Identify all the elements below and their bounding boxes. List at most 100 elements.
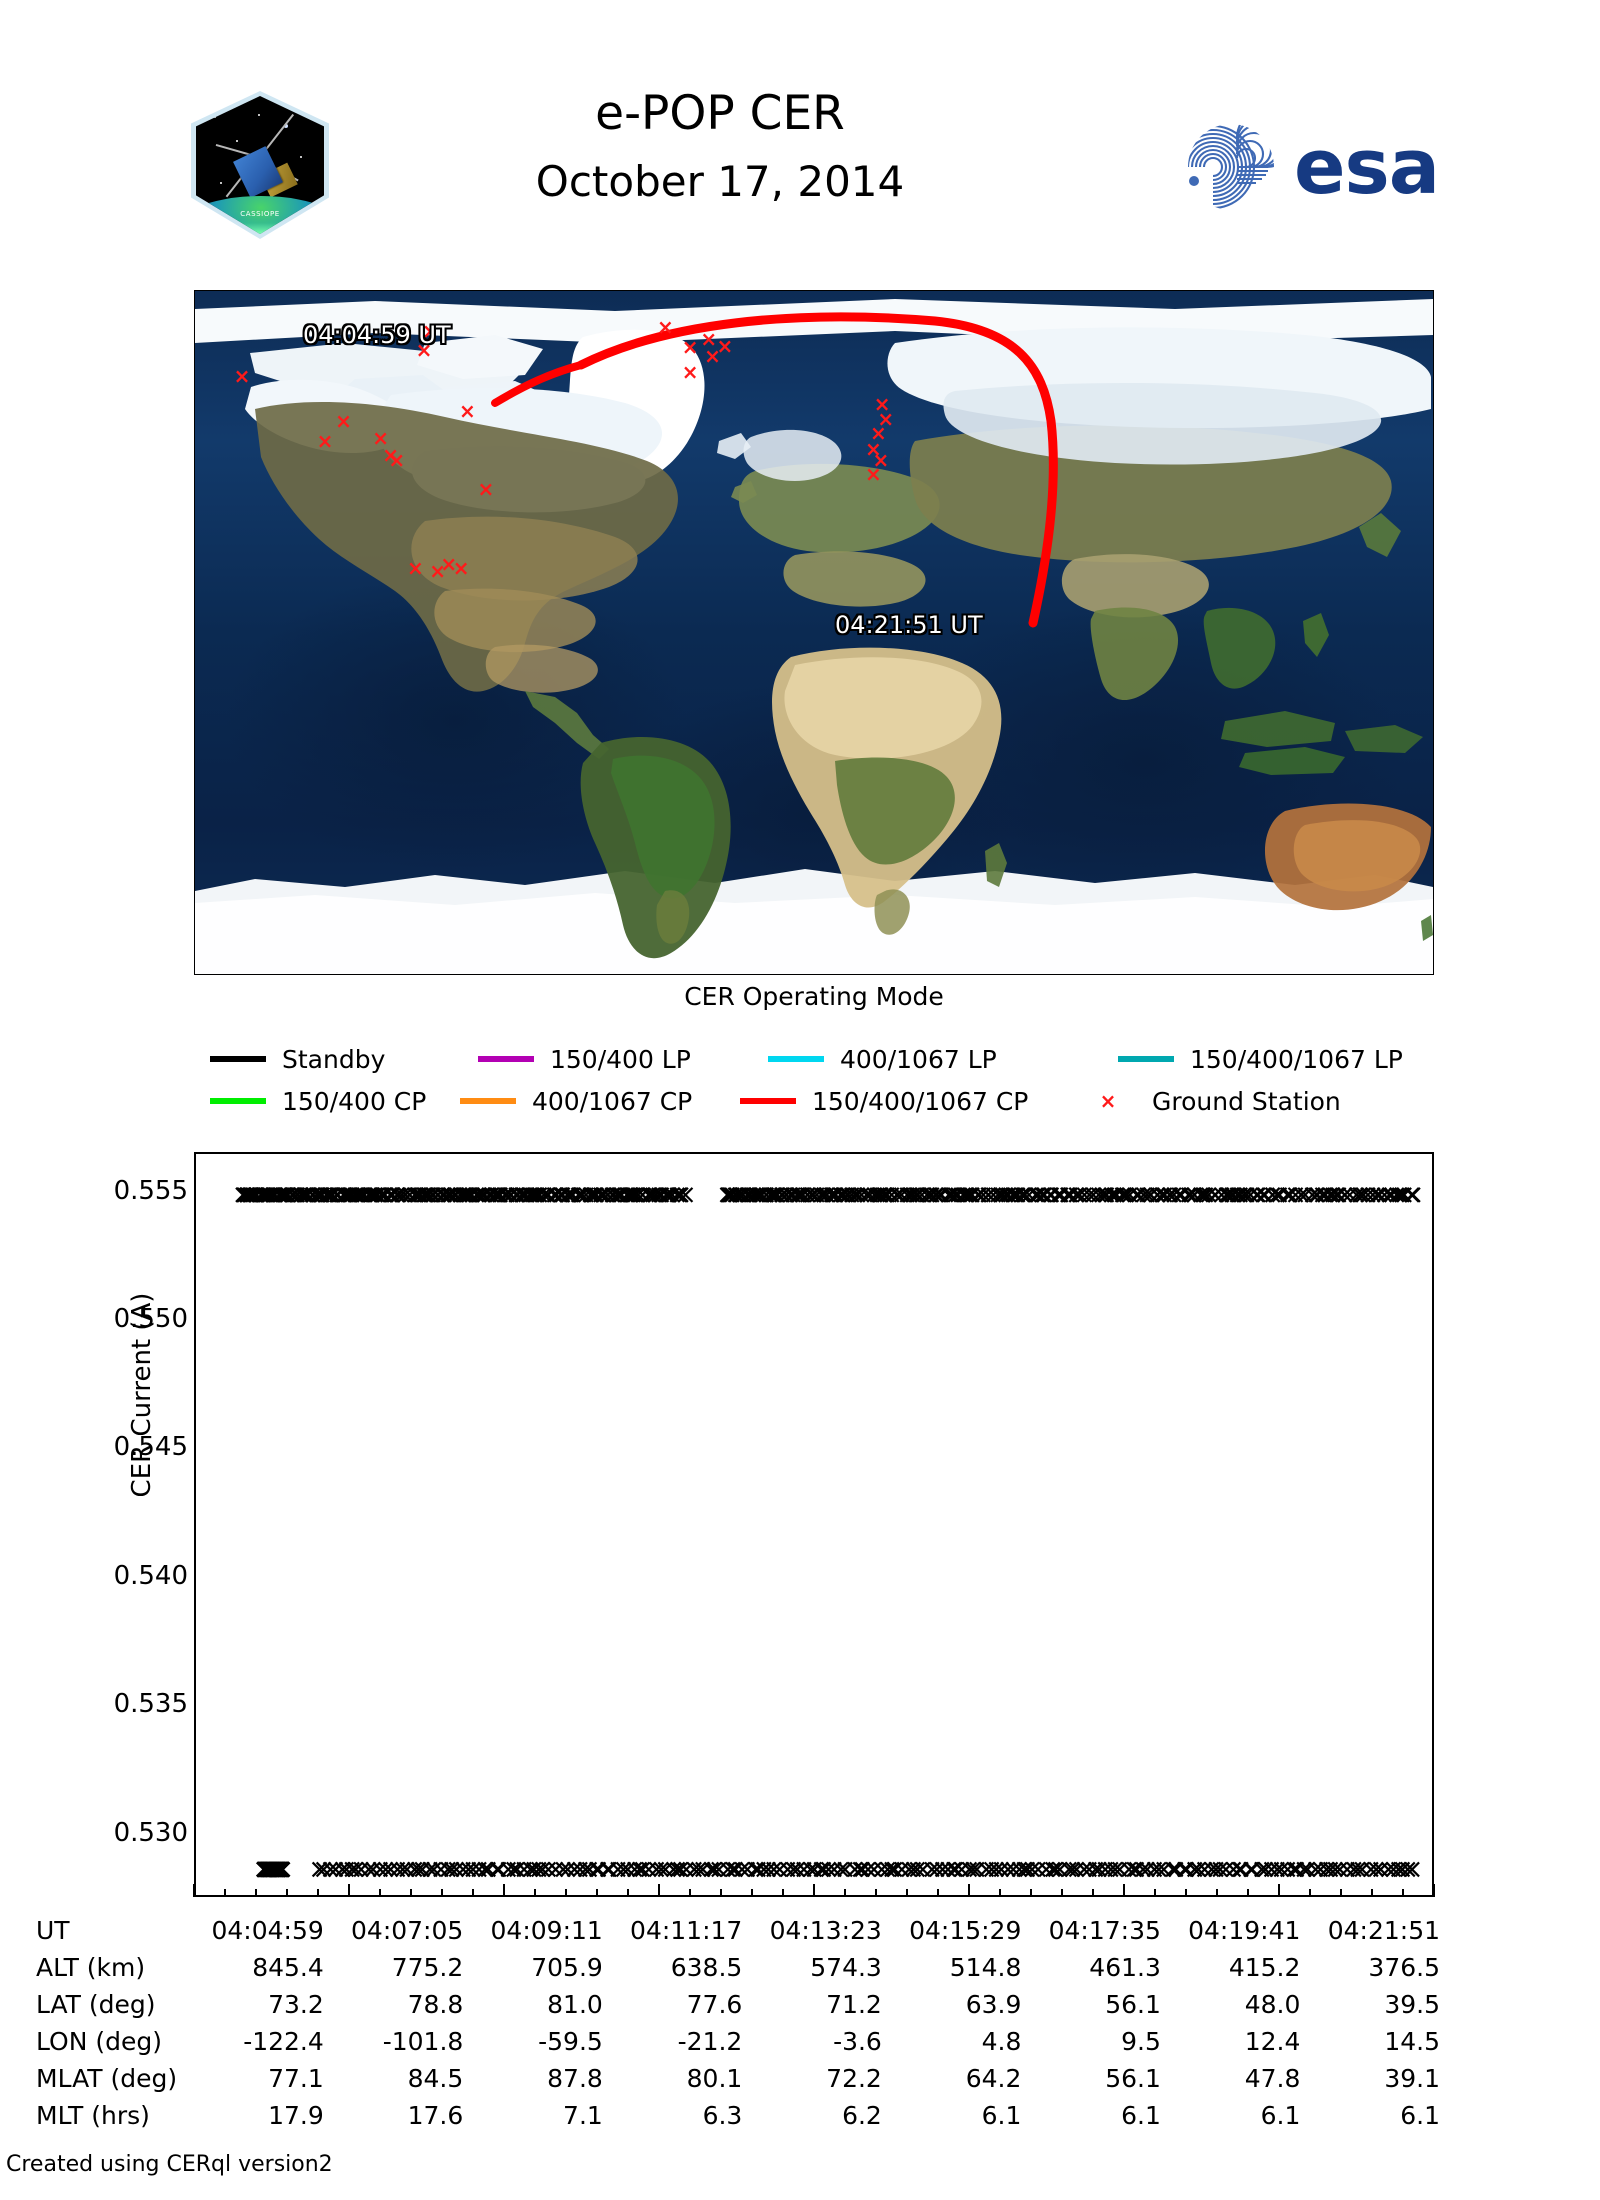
x-tick-mark [658, 1884, 660, 1897]
scatter-marker [943, 1187, 959, 1203]
scatter-marker [1350, 1861, 1366, 1878]
scatter-marker [414, 1861, 431, 1878]
scatter-marker [1405, 1187, 1421, 1203]
table-cell: 6.1 [1260, 2101, 1301, 2130]
table-cell: 77.6 [686, 1990, 743, 2019]
x-tick-mark-minor [627, 1889, 629, 1897]
y-tick-label: 0.555 [113, 1175, 188, 1206]
legend-line-swatch [210, 1098, 266, 1104]
scatter-marker [347, 1861, 364, 1878]
scatter-marker [1139, 1861, 1155, 1878]
scatter-marker [1257, 1187, 1273, 1203]
asia [909, 425, 1392, 563]
scatter-marker [534, 1861, 551, 1878]
legend-label: 150/400 LP [550, 1044, 691, 1074]
scatter-marker [1207, 1187, 1224, 1203]
map-axis-title: CER Operating Mode [684, 982, 944, 1011]
scatter-marker [988, 1861, 1005, 1878]
y-tick-label: 0.545 [113, 1432, 188, 1463]
x-tick-mark-minor [689, 1889, 691, 1897]
table-cell: 87.8 [547, 2064, 603, 2093]
x-tick-mark-minor [1061, 1889, 1063, 1897]
patch-caption: CASSIOPE [240, 210, 280, 218]
table-cell: 17.9 [268, 2101, 324, 2130]
scatter-marker [1036, 1187, 1053, 1203]
table-cell: 376.5 [1368, 1953, 1440, 1982]
scatter-marker [1068, 1861, 1085, 1878]
table-cell: 04:15:29 [909, 1916, 1022, 1945]
scatter-marker [324, 1187, 341, 1203]
scatter-marker [1151, 1861, 1167, 1878]
scatter-marker [1076, 1861, 1092, 1878]
scatter-marker [1116, 1187, 1132, 1203]
scatter-marker [1149, 1187, 1166, 1203]
scatter-marker [1399, 1861, 1416, 1878]
x-tick-mark-minor [441, 1889, 443, 1897]
ground-track-map[interactable]: × × × × × × × × × × × × × × × × × × × × × × × × × × 04:04:59 UT 0… [194, 290, 1434, 975]
x-tick-mark-minor [844, 1889, 846, 1897]
scatter-marker [789, 1861, 806, 1878]
scatter-marker [1368, 1861, 1384, 1878]
table-cell: 845.4 [252, 1953, 324, 1982]
scatter-marker [820, 1861, 837, 1878]
table-row-header: MLAT (deg) [36, 2064, 178, 2093]
legend-entry: 400/1067 CP [460, 1080, 740, 1122]
scatter-marker [272, 1187, 289, 1203]
scatter-marker [1091, 1861, 1107, 1878]
esa-agency-logo: esa [1168, 122, 1458, 212]
scatter-marker [766, 1861, 782, 1878]
legend-label: 150/400 CP [282, 1086, 427, 1116]
x-tick-mark [1433, 1884, 1435, 1897]
legend-entry: × Ground Station [1080, 1080, 1341, 1122]
scatter-marker [748, 1861, 764, 1878]
scatter-marker [1288, 1861, 1305, 1878]
table-cell: 705.9 [531, 1953, 603, 1982]
scatter-marker [634, 1861, 651, 1878]
scatter-marker [1293, 1187, 1310, 1203]
legend-label: 400/1067 LP [840, 1044, 997, 1074]
x-tick-mark-minor [1092, 1889, 1094, 1897]
table-row: LAT (deg) 73.2 78.8 81.0 77.6 71.2 63.9 56.1 48.… [36, 1986, 1456, 2023]
x-tick-mark-minor [1371, 1889, 1373, 1897]
esa-swirl-icon [1188, 124, 1274, 210]
operating-mode-legend: Standby 150/400 LP 400/1067 LP 150/400/1067… [210, 1038, 1430, 1122]
x-tick-mark [1123, 1884, 1125, 1897]
table-cell: 63.9 [965, 1990, 1022, 2019]
scatter-marker [909, 1861, 926, 1878]
scatter-marker [961, 1861, 978, 1878]
table-cell: 04:21:51 [1327, 1916, 1440, 1945]
scatter-marker [406, 1861, 423, 1878]
table-cell: 04:09:11 [490, 1916, 603, 1945]
table-cell: 6.1 [1400, 2101, 1440, 2130]
x-tick-mark-minor [751, 1889, 753, 1897]
scatter-marker [577, 1861, 594, 1878]
legend-label: 150/400/1067 LP [1190, 1044, 1403, 1074]
table-cell: 04:13:23 [769, 1916, 882, 1945]
table-cell: 6.1 [1121, 2101, 1161, 2130]
y-tick-label: 0.535 [113, 1689, 188, 1720]
table-row: LON (deg) -122.4 -101.8 -59.5 -21.2 -3.6 4.8 9.… [36, 2023, 1456, 2060]
scatter-marker [886, 1861, 903, 1878]
scatter-marker [1107, 1861, 1123, 1878]
scatter-marker [570, 1187, 587, 1203]
legend-line-swatch [768, 1056, 824, 1062]
table-cell: 81.0 [547, 1990, 603, 2019]
table-cell: 73.2 [268, 1990, 324, 2019]
scatter-marker [1348, 1187, 1365, 1203]
scatter-marker [448, 1861, 465, 1878]
cassiope-mission-patch-icon: CASSIOPE [191, 91, 329, 239]
scatter-marker [465, 1861, 481, 1878]
cer-current-plot[interactable] [194, 1152, 1434, 1897]
x-tick-mark-minor [286, 1889, 288, 1897]
scatter-marker [832, 1187, 849, 1203]
table-cell: 14.5 [1384, 2027, 1440, 2056]
scatter-marker [1296, 1861, 1312, 1878]
table-cell: 39.1 [1384, 2064, 1440, 2093]
scatter-marker [588, 1861, 605, 1878]
x-tick-mark-minor [1402, 1889, 1404, 1897]
scatter-marker [1279, 1187, 1296, 1203]
map-canvas [195, 291, 1433, 974]
scatter-marker [1165, 1861, 1181, 1878]
scatter-marker [767, 1187, 783, 1203]
scatter-marker [1307, 1861, 1324, 1878]
